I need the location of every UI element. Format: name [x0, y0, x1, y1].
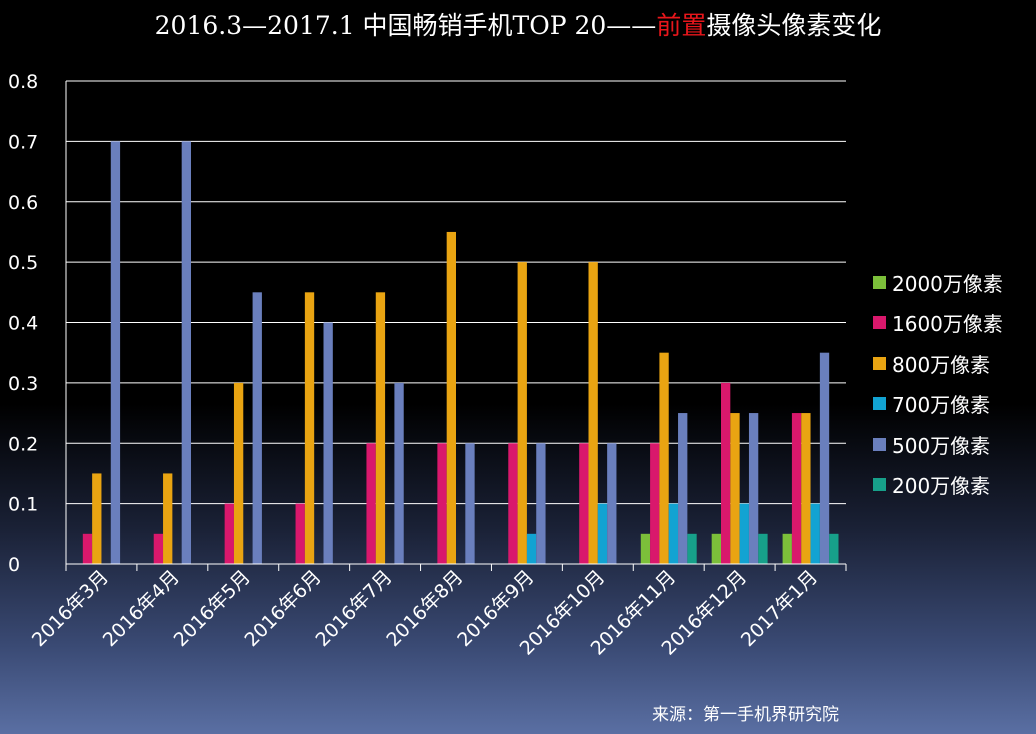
legend-item: 1600万像素 [873, 303, 1003, 344]
legend-item: 500万像素 [873, 424, 1003, 465]
bar-3-10 [810, 503, 820, 564]
bar-1-3 [295, 503, 305, 564]
legend-swatch [873, 437, 886, 451]
bar-5-10 [829, 533, 839, 564]
bar-2-3 [304, 292, 315, 564]
legend-swatch [873, 478, 886, 492]
bar-2-8 [659, 352, 669, 564]
legend-item: 800万像素 [873, 343, 1003, 384]
bar-3-9 [739, 503, 749, 564]
bar-3-8 [668, 503, 679, 564]
bar-5-8 [687, 533, 697, 564]
y-tick-label: 0 [8, 554, 20, 576]
bar-1-10 [791, 413, 802, 564]
bar-0-8 [640, 533, 651, 564]
bar-4-3 [323, 322, 333, 564]
bar-2-5 [446, 231, 456, 564]
bar-4-0 [110, 141, 121, 564]
legend-label: 500万像素 [892, 433, 991, 458]
legend-item: 700万像素 [873, 384, 1003, 425]
bar-1-7 [579, 443, 589, 564]
legend-item: 2000万像素 [873, 262, 1003, 303]
y-tick-label: 0.4 [8, 313, 38, 335]
y-tick-label: 0.2 [8, 433, 38, 455]
bar-2-7 [588, 262, 598, 564]
bar-1-0 [82, 533, 93, 564]
legend-label: 2000万像素 [892, 271, 1003, 296]
bar-0-10 [782, 533, 792, 564]
bar-2-9 [730, 413, 740, 564]
bar-1-2 [224, 503, 234, 564]
bar-4-10 [819, 352, 830, 564]
bar-4-6 [536, 443, 546, 564]
bar-2-1 [163, 473, 173, 564]
bar-4-5 [465, 443, 475, 564]
legend-label: 800万像素 [892, 352, 991, 377]
legend-item: 200万像素 [873, 465, 1003, 506]
bar-4-9 [748, 413, 759, 564]
y-tick-label: 0.1 [8, 494, 38, 516]
bar-3-7 [597, 503, 608, 564]
title-highlight: 前置 [656, 11, 707, 40]
bar-4-1 [181, 141, 191, 564]
bar-2-4 [375, 292, 386, 564]
bar-2-10 [801, 413, 811, 564]
y-tick-label: 0.5 [8, 252, 38, 274]
bar-1-8 [650, 443, 660, 564]
bar-0-9 [711, 533, 721, 564]
source-note: 来源：第一手机界研究院 [652, 705, 839, 725]
bar-5-9 [758, 533, 768, 564]
bar-2-0 [92, 473, 102, 564]
legend-swatch [873, 397, 886, 411]
bar-1-4 [366, 443, 376, 564]
bar-2-2 [233, 382, 244, 564]
bar-4-4 [394, 382, 404, 564]
y-tick-label: 0.6 [8, 192, 38, 214]
bar-4-8 [678, 413, 688, 564]
legend-swatch [873, 356, 886, 370]
x-tick-label: 2017年1月 [737, 566, 822, 651]
title-text: 2016.3—2017.1 中国畅销手机TOP 20—— [154, 11, 657, 40]
legend-label: 1600万像素 [892, 312, 1003, 337]
bar-1-5 [437, 443, 447, 564]
bar-1-1 [153, 533, 164, 564]
bar-2-6 [517, 262, 527, 564]
bar-1-6 [508, 443, 518, 564]
chart-title: 2016.3—2017.1 中国畅销手机TOP 20——前置摄像头像素变化 [0, 6, 1036, 42]
legend: 2000万像素 1600万像素 800万像素 700万像素 500万像素 200万像素 [873, 262, 1003, 505]
bar-4-2 [252, 292, 262, 564]
legend-label: 700万像素 [892, 393, 991, 418]
bar-4-7 [607, 443, 617, 564]
legend-swatch [873, 316, 886, 330]
bar-3-6 [526, 533, 537, 564]
bar-1-9 [721, 382, 731, 564]
y-tick-label: 0.7 [8, 131, 38, 153]
title-text-end: 摄像头像素变化 [706, 11, 882, 40]
legend-swatch [873, 275, 886, 289]
y-tick-label: 0.3 [8, 373, 38, 395]
legend-label: 200万像素 [892, 474, 991, 499]
y-tick-label: 0.8 [8, 71, 38, 93]
